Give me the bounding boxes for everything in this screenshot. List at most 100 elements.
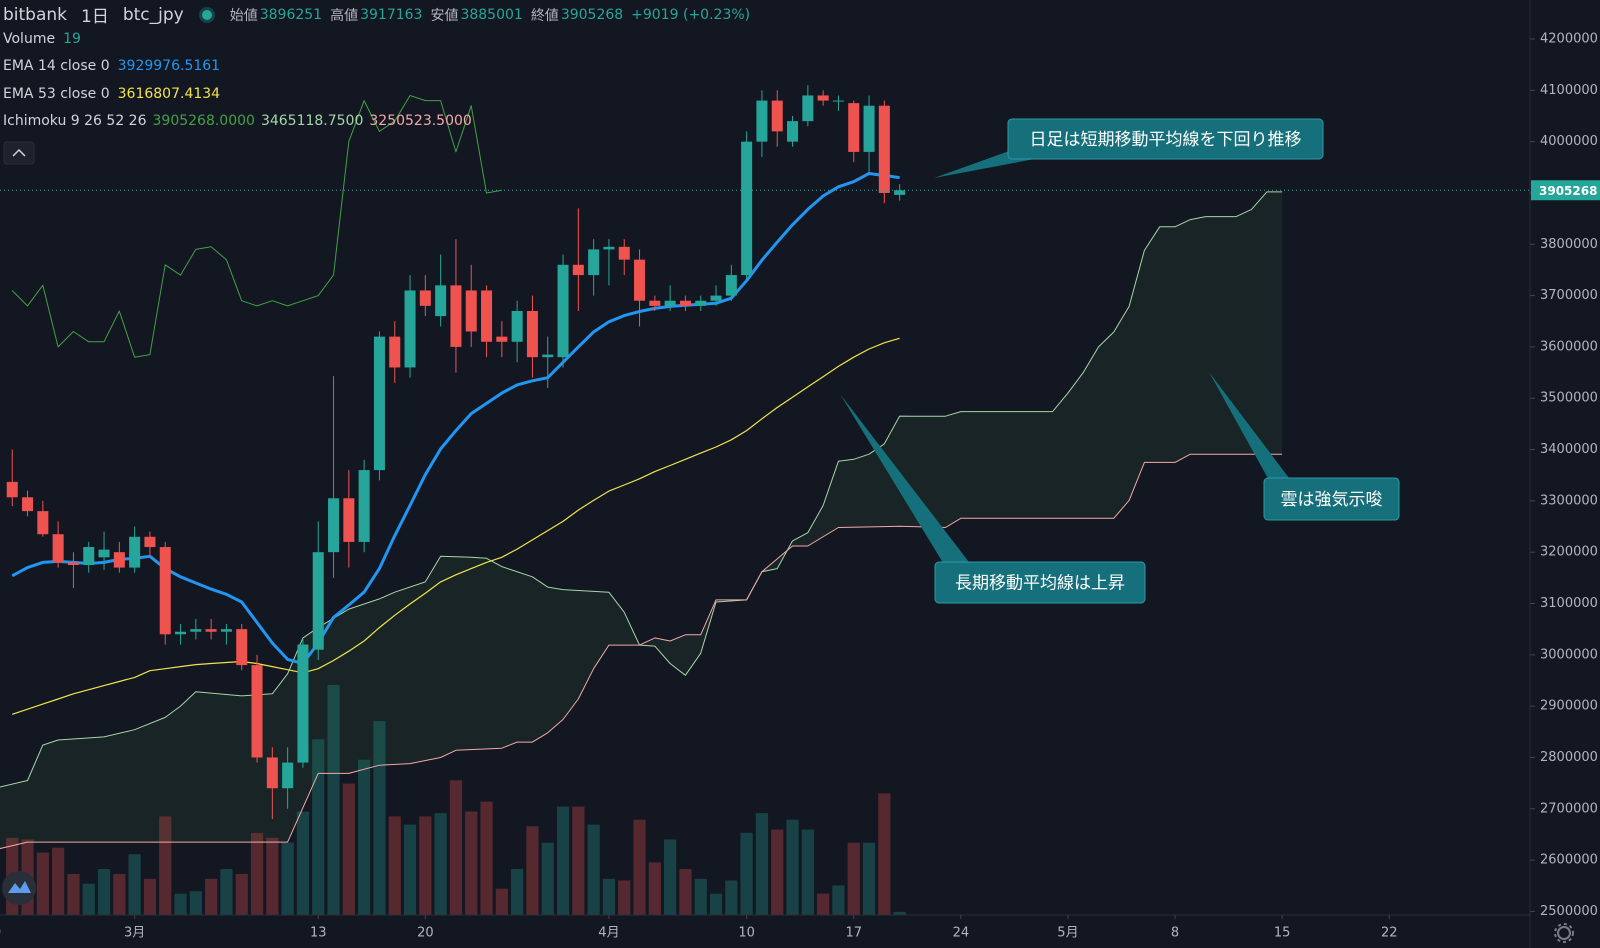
volume-bar: [266, 837, 279, 915]
candle-body: [618, 246, 630, 260]
candle-body: [83, 547, 95, 566]
volume-bar: [786, 819, 799, 915]
volume-bar: [618, 880, 631, 915]
ohlc-label: 始値: [229, 7, 258, 24]
candle-body: [557, 264, 569, 358]
x-tick-label: 4月: [598, 926, 619, 941]
y-tick-label: 3300000: [1540, 493, 1598, 508]
candle-body: [190, 629, 202, 632]
candle-body: [450, 285, 462, 347]
candle-body: [572, 264, 584, 276]
ichimoku-line: [0, 453, 1283, 850]
x-tick-label: 15: [1274, 926, 1291, 941]
callout-box: [934, 561, 1146, 604]
ohlc-value: 3896251: [259, 6, 323, 23]
candle-body: [6, 481, 18, 498]
ohlc-value: 3885001: [460, 6, 523, 23]
volume-bar: [449, 780, 463, 915]
callout-text: 日足は短期移動平均線を下回り推移: [1030, 130, 1302, 150]
volume-bar: [495, 888, 508, 915]
legend-row: Ichimoku 9 26 52 26 3905268.0000 3465118…: [3, 113, 472, 129]
volume-bar: [771, 829, 784, 915]
volume-bar: [480, 801, 493, 915]
volume-bar: [82, 883, 95, 915]
volume-bar: [159, 816, 172, 915]
candle-body: [679, 300, 691, 306]
ichimoku-line: [11, 95, 502, 358]
volume-bar: [572, 806, 585, 915]
header: bitbank 1日 btc_jpy 始値 3896251 高値 3917163 安…: [3, 2, 750, 28]
volume-bar: [327, 685, 340, 915]
y-tick-label: 3000000: [1540, 647, 1598, 662]
collapse-button[interactable]: [3, 141, 35, 165]
volume-bar: [801, 829, 814, 915]
volume-bar: [358, 759, 371, 915]
ohlc-value: 3905268: [560, 6, 624, 23]
candle-body: [725, 275, 737, 296]
candle-body: [67, 562, 79, 566]
candle-body: [22, 497, 34, 512]
volume-bar: [648, 862, 661, 915]
y-tick-label: 3700000: [1540, 288, 1598, 303]
candle-body: [863, 105, 875, 152]
candle-body: [435, 285, 447, 317]
candle-body: [236, 629, 248, 666]
y-tick-label: 2500000: [1540, 904, 1598, 919]
y-tick-label: 4200000: [1540, 32, 1598, 47]
candle-body: [373, 336, 385, 471]
volume-bar: [633, 819, 646, 915]
candle-body: [526, 310, 538, 358]
legend-name: Ichimoku 9 26 52 26: [3, 113, 147, 129]
volume-bar: [342, 783, 355, 915]
candle-body: [37, 511, 49, 535]
volume-bar: [740, 832, 753, 915]
volume-bar: [755, 813, 769, 915]
y-tick-label: 2900000: [1540, 699, 1598, 714]
candle-body: [664, 300, 676, 306]
volume-bar: [113, 873, 126, 915]
volume-bar: [832, 885, 845, 915]
x-tick-label: 8: [1171, 926, 1179, 941]
x-tick-label: 20: [417, 926, 434, 941]
logo[interactable]: [2, 871, 36, 905]
volume-bar: [878, 793, 891, 915]
callout-text: 長期移動平均線は上昇: [955, 574, 1125, 594]
settings-button[interactable]: [1554, 923, 1574, 943]
candle-body: [787, 121, 799, 142]
candle-body: [802, 95, 814, 122]
interval: 1日: [81, 7, 109, 27]
ohlc-label: 終値: [530, 7, 559, 24]
y-tick-label: 3100000: [1540, 596, 1598, 611]
candle-body: [129, 536, 141, 568]
volume-bar: [847, 842, 860, 915]
volume-bar: [36, 852, 49, 915]
ohlc-label: 高値: [330, 7, 359, 24]
legend-row: Volume 19: [3, 31, 81, 47]
candle-body: [634, 259, 646, 301]
volume-bar: [143, 878, 157, 915]
volume-bar: [281, 842, 294, 915]
volume-bar: [235, 873, 248, 915]
candle-body: [756, 100, 768, 142]
candle-body: [251, 665, 263, 758]
callout-pointer: [1209, 372, 1292, 482]
volume-bar: [664, 839, 677, 915]
candle-body: [220, 629, 232, 632]
legend-value: 3465118.7500: [260, 113, 364, 129]
y-tick-label: 3600000: [1540, 339, 1598, 354]
volume-bar: [388, 816, 401, 915]
candle-body: [266, 757, 278, 789]
y-tick-label: 4100000: [1540, 83, 1598, 98]
volume-bar: [220, 869, 233, 915]
candle-body: [389, 336, 401, 368]
x-tick-label: 0: [0, 926, 1, 941]
x-tick-label: 10: [738, 926, 755, 941]
legend-value: 3905268.0000: [152, 113, 255, 129]
x-tick-label: 22: [1381, 926, 1398, 941]
candle-body: [358, 470, 370, 542]
candle-body: [343, 498, 355, 542]
candle-body: [741, 141, 753, 276]
volume-bar: [189, 891, 202, 915]
price-label: 3905268: [1539, 184, 1597, 198]
y-tick-label: 2700000: [1540, 801, 1598, 816]
